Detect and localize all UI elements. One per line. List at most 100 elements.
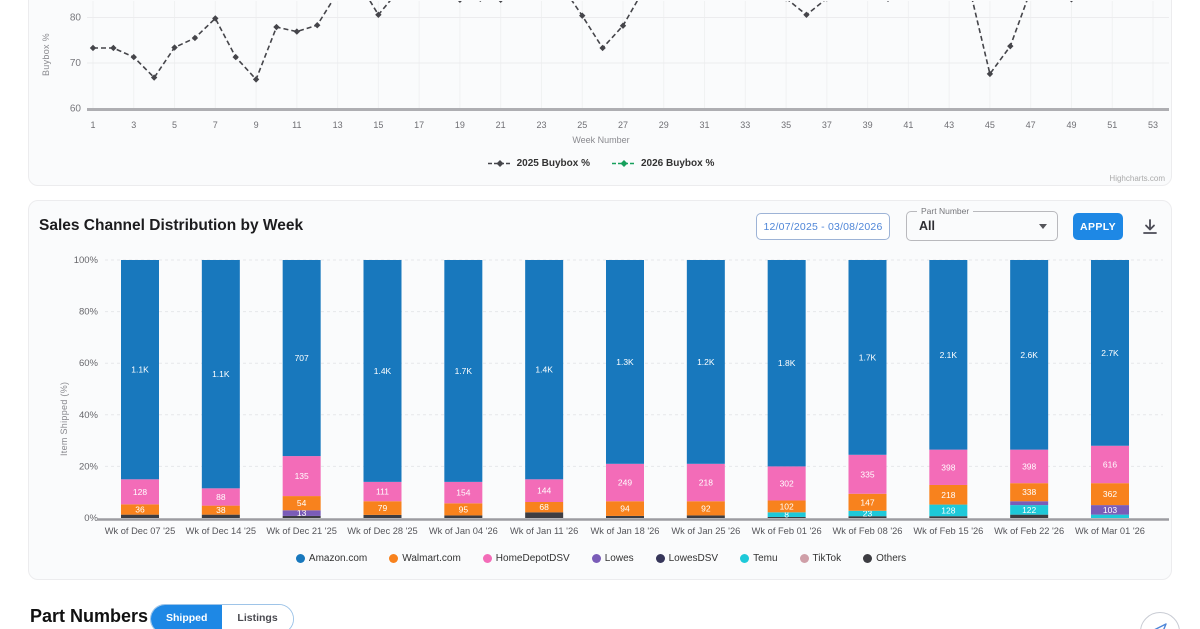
bar-segment[interactable]: [525, 512, 564, 518]
bar-segment[interactable]: [282, 496, 321, 511]
bar-segment[interactable]: [1010, 514, 1049, 518]
bar-segment[interactable]: [1090, 483, 1129, 506]
apply-button[interactable]: APPLY: [1073, 213, 1123, 240]
data-point[interactable]: [232, 53, 239, 61]
bar-segment[interactable]: [282, 510, 321, 516]
bar-segment[interactable]: [929, 504, 968, 517]
bar-segment[interactable]: [929, 516, 968, 518]
legend-item[interactable]: Others: [863, 553, 906, 564]
legend-item[interactable]: Amazon.com: [295, 553, 367, 564]
bar-segment[interactable]: [444, 503, 483, 516]
bar-segment[interactable]: [282, 260, 321, 457]
bar-segment[interactable]: [444, 260, 483, 482]
legend-item[interactable]: 2025 Buybox %: [487, 158, 590, 169]
legend-item[interactable]: Temu: [740, 553, 778, 564]
data-point[interactable]: [273, 23, 280, 31]
bar-segment[interactable]: [686, 515, 725, 518]
bar-segment[interactable]: [848, 510, 887, 517]
legend-item[interactable]: Walmart.com: [389, 553, 461, 564]
data-point[interactable]: [110, 44, 117, 52]
bar-segment[interactable]: [686, 260, 725, 464]
data-point[interactable]: [885, 0, 891, 3]
data-point[interactable]: [171, 44, 178, 51]
bar-segment[interactable]: [363, 481, 402, 502]
data-point[interactable]: [89, 44, 97, 52]
data-point[interactable]: [477, 0, 483, 3]
bar-segment[interactable]: [848, 516, 887, 518]
bar-segment[interactable]: [686, 463, 725, 502]
toggle-listings[interactable]: Listings: [222, 605, 293, 629]
data-point[interactable]: [824, 0, 830, 2]
data-point[interactable]: [293, 28, 301, 35]
bar-segment[interactable]: [767, 512, 806, 517]
data-point[interactable]: [150, 74, 158, 81]
bar-segment[interactable]: [605, 501, 644, 516]
toggle-shipped[interactable]: Shipped: [151, 605, 223, 629]
data-point[interactable]: [986, 70, 994, 78]
bar-segment[interactable]: [1010, 449, 1049, 484]
data-point[interactable]: [783, 0, 789, 2]
highcharts-credit[interactable]: Highcharts.com: [1109, 174, 1165, 183]
data-point[interactable]: [212, 15, 219, 22]
bar-segment[interactable]: [1010, 505, 1049, 515]
bar-segment[interactable]: [848, 260, 887, 455]
bar-segment[interactable]: [201, 505, 240, 515]
bar-segment[interactable]: [121, 260, 159, 480]
bar-segment[interactable]: [282, 456, 321, 497]
bar-segment[interactable]: [363, 514, 402, 518]
bar-segment[interactable]: [1010, 501, 1049, 506]
bar-segment[interactable]: [525, 502, 564, 513]
bar-segment[interactable]: [929, 484, 968, 505]
bar-segment[interactable]: [201, 514, 240, 518]
bar-segment[interactable]: [848, 493, 887, 511]
bar-segment[interactable]: [525, 479, 564, 503]
data-point[interactable]: [191, 34, 199, 42]
legend-item[interactable]: LowesDSV: [655, 553, 718, 564]
bar-segment[interactable]: [686, 501, 725, 516]
bar-segment[interactable]: [767, 516, 806, 518]
bar-segment[interactable]: [282, 515, 321, 518]
bar-segment[interactable]: [444, 481, 483, 504]
part-number-select[interactable]: Part Number All: [906, 206, 1058, 241]
data-point[interactable]: [803, 11, 810, 18]
bar-segment[interactable]: [1010, 260, 1049, 450]
bar-segment[interactable]: [929, 449, 968, 485]
bar-segment[interactable]: [1090, 514, 1129, 518]
bar-segment[interactable]: [605, 260, 644, 464]
download-icon[interactable]: [1139, 217, 1161, 239]
bar-segment[interactable]: [121, 479, 159, 505]
bar-segment[interactable]: [1090, 260, 1129, 446]
bar-segment[interactable]: [121, 514, 159, 518]
data-point[interactable]: [375, 11, 382, 18]
bar-segment[interactable]: [1010, 483, 1049, 502]
legend-item[interactable]: Lowes: [591, 553, 634, 564]
legend-item[interactable]: HomeDepotDSV: [482, 553, 570, 564]
legend-item[interactable]: 2026 Buybox %: [612, 158, 714, 169]
data-point[interactable]: [579, 12, 586, 19]
bar-segment[interactable]: [363, 501, 402, 515]
date-range-input[interactable]: 12/07/2025 - 03/08/2026: [756, 213, 890, 240]
bar-segment[interactable]: [767, 466, 806, 501]
bar-segment[interactable]: [1090, 505, 1129, 515]
bar-segment[interactable]: [767, 260, 806, 467]
data-point[interactable]: [619, 22, 627, 29]
data-point[interactable]: [497, 0, 504, 3]
data-point[interactable]: [599, 44, 606, 52]
data-point[interactable]: [456, 0, 463, 3]
bar-segment[interactable]: [363, 260, 402, 482]
bar-segment[interactable]: [121, 504, 159, 515]
legend-item[interactable]: TikTok: [799, 553, 841, 564]
bar-segment[interactable]: [767, 500, 806, 513]
data-point[interactable]: [252, 76, 260, 83]
bar-segment[interactable]: [848, 454, 887, 494]
bar-segment[interactable]: [444, 515, 483, 518]
bar-segment[interactable]: [201, 488, 240, 506]
bar-segment[interactable]: [605, 515, 644, 518]
bar-segment[interactable]: [605, 463, 644, 502]
bar-segment[interactable]: [525, 260, 564, 480]
data-point[interactable]: [314, 22, 321, 29]
bar-segment[interactable]: [1090, 445, 1129, 484]
data-point[interactable]: [1068, 0, 1074, 3]
bar-segment[interactable]: [929, 260, 968, 450]
data-point[interactable]: [130, 53, 137, 61]
